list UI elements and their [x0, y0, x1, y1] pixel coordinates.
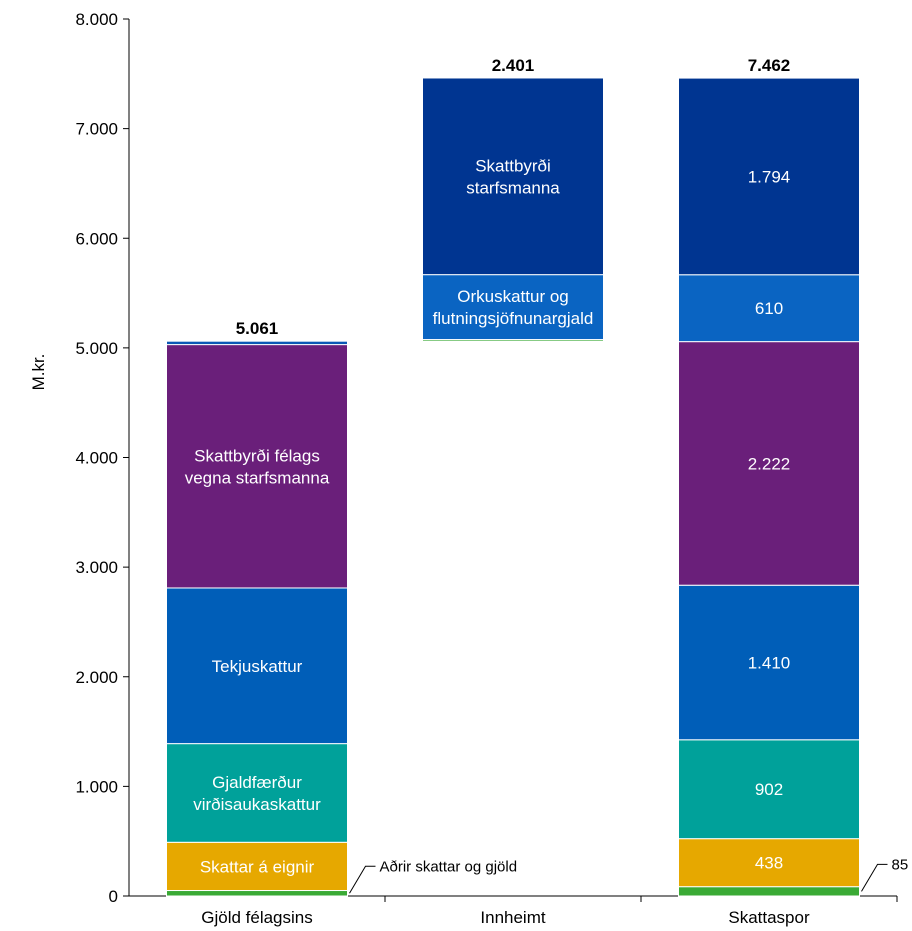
- y-tick-label: 1.000: [75, 777, 118, 796]
- y-tick-label: 3.000: [75, 558, 118, 577]
- total-labels: 5.061 2.401 7.462: [236, 56, 791, 338]
- segment-label: 902: [755, 780, 783, 799]
- y-tick-label: 4.000: [75, 449, 118, 468]
- segment-label-line: 2.222: [748, 454, 791, 473]
- segment-label: 1.410: [748, 653, 791, 672]
- segment-label-line: 438: [755, 854, 783, 873]
- segment-label-line: starfsmanna: [466, 178, 560, 197]
- segment-label-line: Skattbyrði: [475, 156, 551, 175]
- bar-segment: [422, 77, 604, 276]
- segment-label-line: 1.794: [748, 167, 791, 186]
- total-label: 5.061: [236, 319, 279, 338]
- bar-segment: [166, 344, 348, 589]
- segment-labels: Skattar á eignir Gjaldfærður virðisaukaska…: [185, 156, 791, 876]
- bar-segment: [678, 584, 860, 741]
- total-label: 7.462: [748, 56, 791, 75]
- segment-label: Orkuskattur og flutningsjöfnunargjald: [433, 287, 594, 328]
- segment-label: Skattar á eignir: [200, 857, 315, 876]
- x-tick-label: Gjöld félagsins: [201, 908, 313, 927]
- y-tick-label: 6.000: [75, 229, 118, 248]
- bar-segment: [166, 587, 348, 745]
- bar-segment: [166, 841, 348, 892]
- bar-segment: [678, 886, 860, 897]
- segment-label: 610: [755, 299, 783, 318]
- segment-label-line: flutningsjöfnunargjald: [433, 309, 594, 328]
- segment-label: 438: [755, 854, 783, 873]
- segment-label-line: 610: [755, 299, 783, 318]
- bar-segment: [678, 77, 860, 276]
- callouts: Aðrir skattar og gjöld 85: [349, 856, 909, 894]
- callout-label: 85: [892, 856, 909, 873]
- callout-label: Aðrir skattar og gjöld: [380, 858, 518, 875]
- segment-label: 2.222: [748, 454, 791, 473]
- y-tick-label: 7.000: [75, 120, 118, 139]
- bars: [166, 77, 860, 897]
- bar-segment: [422, 274, 604, 341]
- y-axis-title: M.kr.: [29, 354, 48, 391]
- bar-segment: [166, 340, 348, 346]
- x-axis: Gjöld félagsins Innheimt Skattaspor: [129, 895, 898, 927]
- segment-label-line: vegna starfsmanna: [185, 468, 330, 487]
- segment-label-line: Skattar á eignir: [200, 857, 315, 876]
- segment-label: Skattbyrði félags vegna starfsmanna: [185, 446, 330, 487]
- segment-label-line: 902: [755, 780, 783, 799]
- segment-label: Skattbyrði starfsmanna: [466, 156, 560, 197]
- bar-segment: [678, 739, 860, 840]
- x-tick-label: Innheimt: [480, 908, 545, 927]
- segment-label: Tekjuskattur: [212, 657, 303, 676]
- segment-label-line: Skattbyrði félags: [194, 446, 320, 465]
- segment-label-line: Tekjuskattur: [212, 657, 303, 676]
- y-tick-label: 5.000: [75, 339, 118, 358]
- bar-segment: [166, 890, 348, 897]
- segment-label-line: virðisaukaskattur: [193, 795, 321, 814]
- segment-label-line: Orkuskattur og: [457, 287, 569, 306]
- y-tick-label: 0: [109, 887, 118, 906]
- y-axis: 0 1.000 2.000 3.000 4.000 5.000 6.000 7.000 8.00…: [75, 10, 130, 906]
- callout-leader: [349, 865, 376, 894]
- bar-segment: [166, 743, 348, 843]
- callout-leader: [861, 863, 888, 892]
- segment-label: 1.794: [748, 167, 791, 186]
- segment-label-line: Gjaldfærður: [212, 773, 302, 792]
- bar-segment: [678, 274, 860, 343]
- y-tick-label: 8.000: [75, 10, 118, 29]
- y-tick-label: 2.000: [75, 668, 118, 687]
- x-tick-label: Skattaspor: [728, 908, 810, 927]
- total-label: 2.401: [492, 56, 535, 75]
- segment-label-line: 1.410: [748, 653, 791, 672]
- segment-label: Gjaldfærður virðisaukaskattur: [193, 773, 321, 814]
- bar-segment: [678, 341, 860, 586]
